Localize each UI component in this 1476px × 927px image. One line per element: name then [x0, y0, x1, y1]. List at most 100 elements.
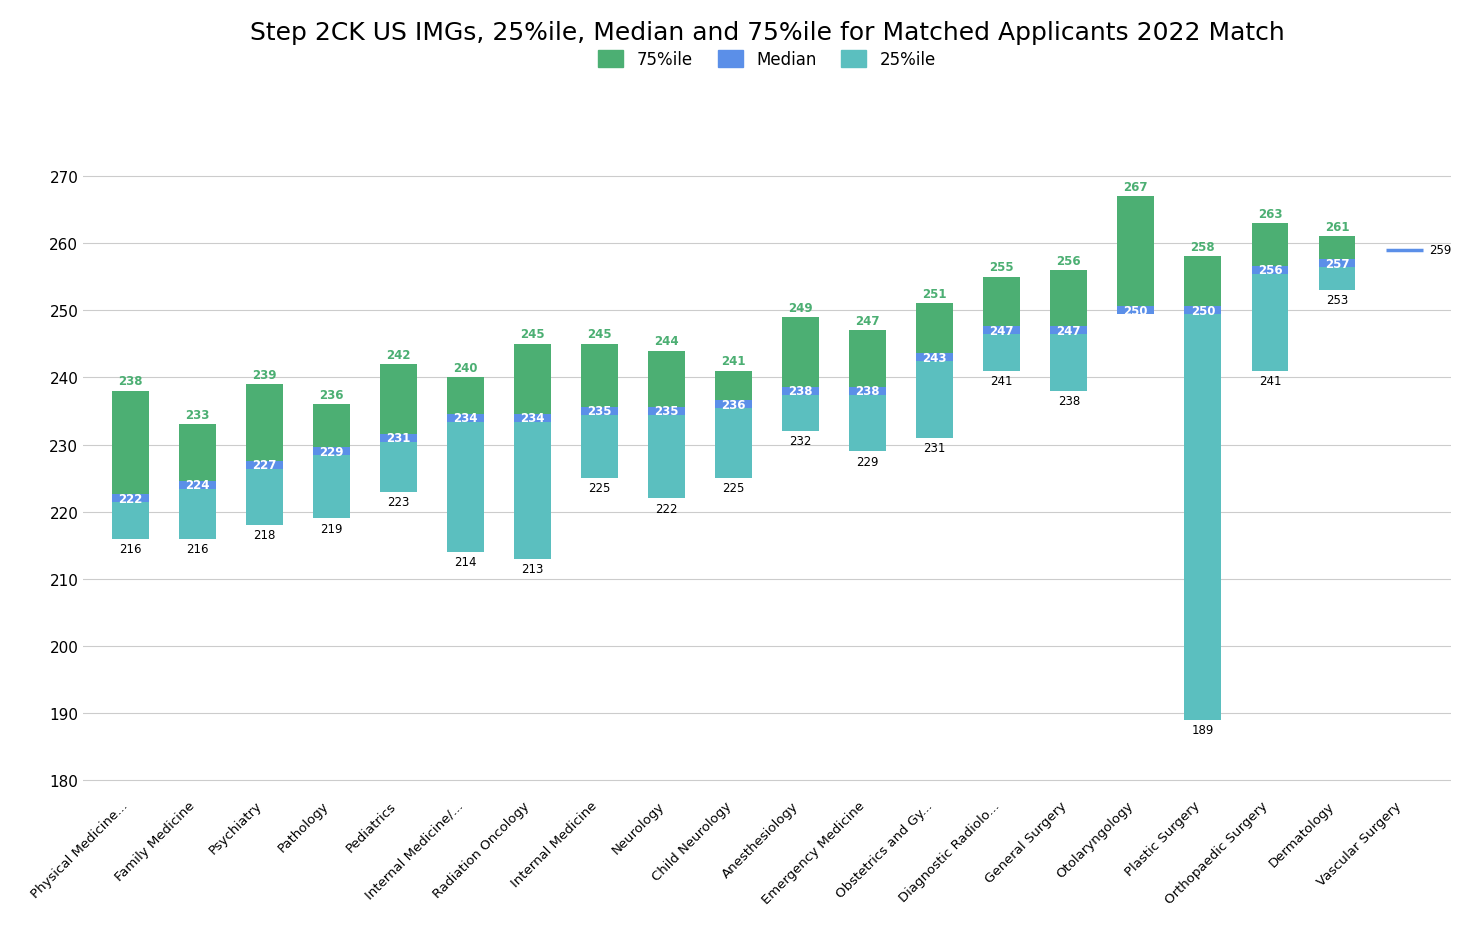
Bar [714, 400, 751, 409]
Text: 235: 235 [654, 405, 679, 418]
Bar [648, 351, 685, 499]
Bar [379, 364, 416, 492]
Bar [782, 318, 819, 391]
Text: 243: 243 [922, 351, 948, 364]
Bar [1051, 271, 1088, 391]
Bar [782, 387, 819, 396]
Text: 231: 231 [924, 441, 946, 454]
Text: 224: 224 [184, 479, 210, 492]
Bar [714, 371, 751, 405]
Text: 249: 249 [788, 301, 813, 314]
Bar [379, 364, 416, 438]
Bar [582, 345, 618, 412]
Bar [1184, 307, 1221, 315]
Text: 189: 189 [1191, 723, 1215, 736]
Text: 253: 253 [1325, 294, 1348, 307]
Text: 231: 231 [387, 432, 410, 445]
Text: 222: 222 [655, 502, 677, 515]
Text: 213: 213 [521, 563, 543, 576]
Text: 256: 256 [1057, 254, 1080, 267]
Bar [849, 331, 886, 391]
Text: 240: 240 [453, 362, 478, 375]
Bar [1318, 237, 1355, 291]
Bar [1252, 223, 1289, 271]
Bar [582, 345, 618, 478]
Text: 238: 238 [788, 385, 813, 398]
Bar [849, 387, 886, 396]
Bar [245, 385, 282, 526]
Text: 267: 267 [1123, 181, 1148, 194]
Text: 214: 214 [455, 555, 477, 569]
Text: 250: 250 [1191, 304, 1215, 317]
Text: 229: 229 [319, 445, 344, 458]
Text: 263: 263 [1258, 208, 1283, 221]
Text: 236: 236 [722, 399, 745, 412]
Text: 227: 227 [252, 459, 276, 472]
Bar [917, 304, 953, 358]
Text: 241: 241 [990, 375, 1013, 387]
Text: 239: 239 [252, 368, 276, 381]
Text: 229: 229 [856, 455, 878, 468]
Text: 238: 238 [1058, 395, 1080, 408]
Bar [1051, 271, 1088, 331]
Text: 218: 218 [252, 529, 276, 542]
Text: 234: 234 [520, 412, 545, 425]
Bar [1117, 307, 1154, 315]
Bar [179, 425, 215, 539]
Text: 258: 258 [1191, 241, 1215, 254]
Text: 232: 232 [790, 435, 812, 448]
Title: Step 2CK US IMGs, 25%ile, Median and 75%ile for Matched Applicants 2022 Match: Step 2CK US IMGs, 25%ile, Median and 75%… [249, 20, 1284, 44]
Text: 233: 233 [184, 409, 210, 422]
Bar [1051, 327, 1088, 335]
Bar [648, 351, 685, 412]
Bar [313, 448, 350, 456]
Text: 238: 238 [856, 385, 880, 398]
Bar [379, 435, 416, 442]
Legend: 75%ile, Median, 25%ile: 75%ile, Median, 25%ile [592, 44, 943, 76]
Bar [983, 327, 1020, 335]
Text: 255: 255 [989, 261, 1014, 274]
Text: 216: 216 [120, 542, 142, 555]
Bar [447, 414, 484, 422]
Text: 247: 247 [989, 324, 1014, 337]
Bar [179, 425, 215, 486]
Bar [245, 385, 282, 465]
Text: 225: 225 [589, 482, 611, 495]
Text: 219: 219 [320, 522, 342, 535]
Text: 216: 216 [186, 542, 208, 555]
Text: 256: 256 [1258, 264, 1283, 277]
Bar [1252, 223, 1289, 371]
Text: 257: 257 [1325, 258, 1349, 271]
Text: 223: 223 [387, 495, 409, 508]
Bar [582, 408, 618, 415]
Text: 225: 225 [722, 482, 745, 495]
Text: 250: 250 [1123, 304, 1148, 317]
Text: 261: 261 [1325, 221, 1349, 234]
Bar [648, 408, 685, 415]
Bar [179, 481, 215, 489]
Bar [447, 378, 484, 552]
Text: 222: 222 [118, 492, 142, 505]
Bar [983, 277, 1020, 371]
Bar [1184, 257, 1221, 311]
Bar [112, 391, 149, 539]
Text: 238: 238 [118, 375, 142, 388]
Bar [917, 354, 953, 362]
Text: 241: 241 [722, 355, 745, 368]
Text: 245: 245 [587, 328, 611, 341]
Text: 235: 235 [587, 405, 611, 418]
Bar [1252, 267, 1289, 274]
Bar [849, 331, 886, 451]
Text: 259: 259 [1429, 244, 1451, 257]
Text: 236: 236 [319, 388, 344, 401]
Bar [112, 495, 149, 502]
Bar [313, 405, 350, 451]
Text: 241: 241 [1259, 375, 1281, 387]
Text: 242: 242 [387, 349, 410, 362]
Bar [112, 391, 149, 499]
Bar [514, 345, 551, 559]
Text: 244: 244 [654, 335, 679, 348]
Bar [447, 378, 484, 418]
Bar [313, 405, 350, 519]
Bar [782, 318, 819, 432]
